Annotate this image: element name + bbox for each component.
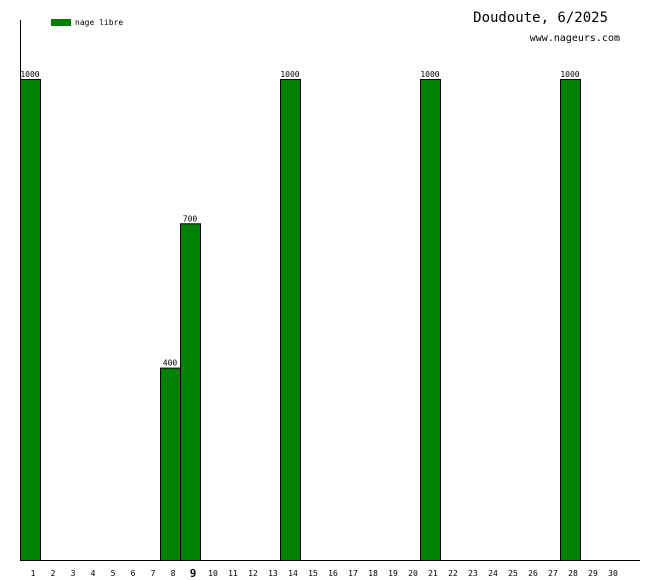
- x-tick-7: 7: [151, 569, 156, 578]
- legend: nage libre: [51, 18, 123, 27]
- bar-day-28: [560, 79, 581, 561]
- x-tick-labels-group: 1 2 3 4 5 6 7 8 9 10 11 12 13 14 15 16 17 18 19 20 21 22 23 24 2…: [31, 567, 618, 580]
- x-tick-13: 13: [268, 569, 278, 578]
- bar-day-14: [280, 79, 301, 561]
- x-tick-8: 8: [171, 569, 176, 578]
- x-tick-21: 21: [428, 569, 438, 578]
- x-tick-12: 12: [248, 569, 258, 578]
- x-tick-29: 29: [588, 569, 598, 578]
- legend-label: nage libre: [75, 18, 123, 27]
- value-label-day-21: 1000: [420, 70, 439, 79]
- x-tick-1: 1: [31, 569, 36, 578]
- x-tick-19: 19: [388, 569, 398, 578]
- x-tick-25: 25: [508, 569, 518, 578]
- x-tick-18: 18: [368, 569, 378, 578]
- bar-day-9: [180, 223, 201, 562]
- x-tick-4: 4: [91, 569, 96, 578]
- x-tick-2: 2: [51, 569, 56, 578]
- legend-swatch: [51, 19, 71, 26]
- bar-day-21: [420, 79, 441, 561]
- value-label-day-9: 700: [183, 214, 198, 223]
- x-tick-23: 23: [468, 569, 478, 578]
- value-label-day-14: 1000: [280, 70, 299, 79]
- x-tick-28: 28: [568, 569, 578, 578]
- value-label-day-28: 1000: [560, 70, 579, 79]
- x-tick-22: 22: [448, 569, 458, 578]
- x-tick-9: 9: [190, 567, 197, 580]
- x-tick-3: 3: [71, 569, 76, 578]
- x-tick-26: 26: [528, 569, 538, 578]
- bar-day-8: [160, 367, 181, 561]
- x-tick-5: 5: [111, 569, 116, 578]
- value-label-day-1: 1000: [20, 70, 39, 79]
- value-label-day-8: 400: [163, 359, 178, 368]
- x-tick-10: 10: [208, 569, 218, 578]
- x-tick-11: 11: [228, 569, 238, 578]
- x-tick-15: 15: [308, 569, 318, 578]
- site-url: www.nageurs.com: [530, 33, 620, 44]
- x-tick-14: 14: [288, 569, 298, 578]
- x-tick-24: 24: [488, 569, 498, 578]
- x-tick-6: 6: [131, 569, 136, 578]
- x-tick-27: 27: [548, 569, 558, 578]
- x-tick-30: 30: [608, 569, 618, 578]
- x-tick-17: 17: [348, 569, 358, 578]
- chart-title: Doudoute, 6/2025: [473, 10, 608, 26]
- x-tick-20: 20: [408, 569, 418, 578]
- value-labels-group: 1000 400 700 1000 1000 1000: [20, 70, 579, 368]
- x-tick-16: 16: [328, 569, 338, 578]
- bars-group: [20, 79, 581, 562]
- bar-day-1: [20, 79, 41, 561]
